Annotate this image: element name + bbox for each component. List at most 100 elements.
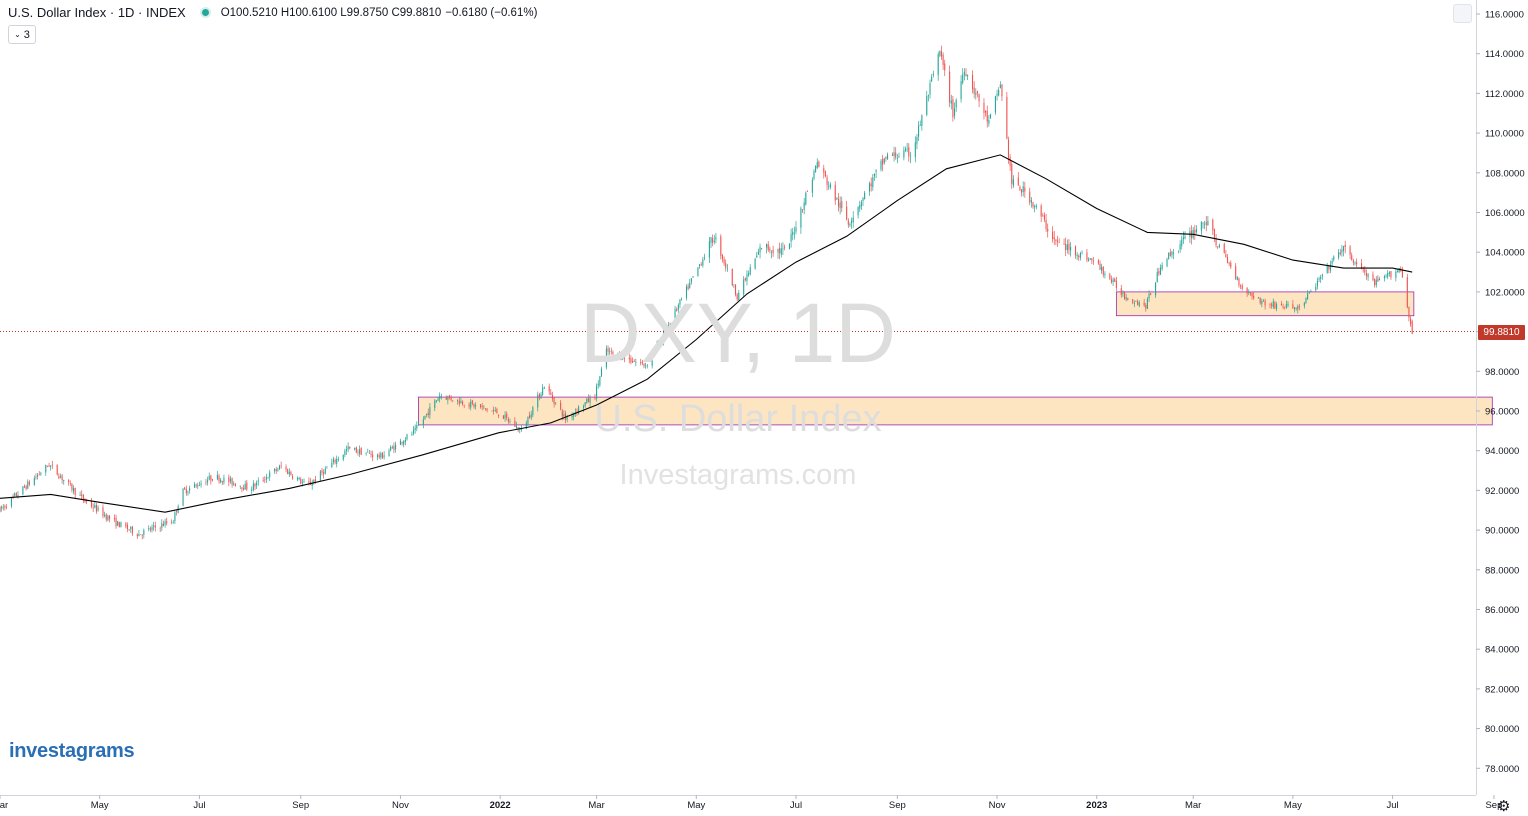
time-axis[interactable]: Mar May Jul Sep Nov 2022 Mar May Jul Sep Nov 2023 Ma… [0,795,1502,811]
candle-body [17,494,19,497]
candle-body [699,264,701,267]
candle-body [1212,219,1214,231]
candle-body [566,417,568,420]
y-tick-label: 80.0000 [1485,724,1519,735]
candle-body [153,525,155,527]
candle-body [1331,260,1333,264]
candle-body [468,404,470,407]
candle-body [252,483,254,491]
y-tick-label: 102.0000 [1485,287,1525,298]
candle-body [1218,244,1220,248]
candle-body [69,482,71,484]
gear-icon[interactable]: ⚙ [1497,798,1511,815]
candle-body [210,475,212,481]
candle-body [550,392,552,395]
candle-body [254,483,256,487]
candle-body [712,238,714,243]
candle-body [1109,274,1111,279]
candle-body [869,183,871,192]
candle-body [1047,228,1049,232]
candle-body [893,152,895,157]
candle-body [28,481,30,485]
candle-body [898,156,900,158]
candle-body [782,248,784,250]
candle-body [1223,243,1225,253]
candle-body [1308,292,1310,294]
y-tick-label: 94.0000 [1485,446,1519,457]
candle-body [1375,279,1377,286]
candle-body [251,489,253,491]
y-tick-label: 116.0000 [1485,10,1524,21]
candle-body [726,268,728,269]
collapse-indicators-button[interactable]: ⌄ 3 [8,25,36,44]
candle-body [1043,214,1045,220]
change-value: −0.6180 (−0.61%) [445,6,538,19]
candle-body [960,81,962,100]
candle-body [578,406,580,414]
candle-body-last [1411,321,1413,334]
candle-body [1238,278,1240,286]
symbol-title[interactable]: U.S. Dollar Index · 1D · INDEX [8,5,186,20]
candle-body [447,396,449,401]
x-tick-label: Sep [1485,800,1502,811]
candle-body [527,416,529,424]
price-axis[interactable]: 116.0000 114.0000 112.0000 110.0000 108.0000… [1476,10,1525,775]
candle-body [852,217,854,222]
candle-body [620,359,622,361]
candle-body [471,400,473,404]
candle-body [1344,244,1346,248]
candle-body [189,488,191,491]
candle-body [962,74,964,84]
candle-body [1074,246,1077,256]
candle-body [689,282,691,288]
candle-body [303,481,305,483]
candle-body [1285,304,1287,308]
candle-body [633,361,635,362]
candle-body [275,469,277,471]
candle-body [481,405,483,407]
candle-body [380,453,382,458]
candle-body [994,96,996,113]
candle-body [1385,276,1387,278]
candle-body [908,147,910,157]
candle-body [1343,246,1345,251]
candle-body [151,527,153,530]
candle-body [919,124,921,126]
candle-body [439,395,441,400]
candle-body [1076,254,1078,257]
candle-body [1099,263,1101,270]
candle-body [1310,290,1312,292]
candle-body [690,278,692,282]
candle-body [14,493,16,496]
screenshot-button[interactable] [1453,4,1472,23]
candle-body [918,125,920,137]
candle-body [1089,258,1091,260]
candle-body [394,444,397,450]
candle-body [138,534,140,537]
candle-body [355,447,357,453]
candle-body [749,267,751,274]
candle-body [976,90,978,94]
candle-body [860,202,862,207]
candle-body [1161,265,1163,269]
candle-body [393,446,395,451]
candle-body [493,410,495,412]
candle-body [1006,96,1008,139]
candle-body [543,387,545,389]
y-tick-label: 86.0000 [1485,605,1519,616]
candle-body [1236,277,1238,280]
candle-body [676,309,678,311]
candle-body [1262,300,1265,302]
candle-body [632,360,634,363]
candle-body [530,414,532,418]
candle-body [538,393,540,399]
candle-body [140,534,142,536]
candle-body [427,412,429,416]
candle-body [744,278,746,281]
y-tick-label: 114.0000 [1485,49,1524,60]
candle-body [63,479,65,481]
candle-body [1315,286,1317,291]
candle-body [95,504,97,512]
candle-body [406,434,408,440]
